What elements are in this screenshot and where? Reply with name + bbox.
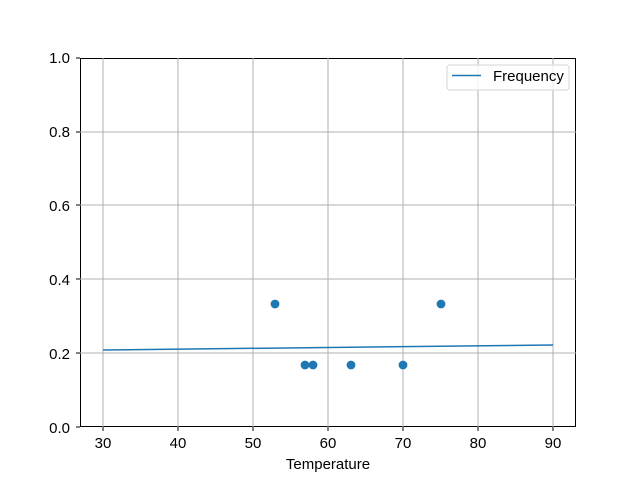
svg-text:70: 70 <box>395 435 412 452</box>
svg-text:0.0: 0.0 <box>49 420 70 437</box>
svg-text:30: 30 <box>95 435 112 452</box>
svg-text:Temperature: Temperature <box>286 456 370 473</box>
svg-text:Frequency: Frequency <box>493 68 564 85</box>
svg-text:0.6: 0.6 <box>49 198 70 215</box>
svg-text:0.4: 0.4 <box>49 272 70 289</box>
svg-text:50: 50 <box>245 435 262 452</box>
svg-text:0.2: 0.2 <box>49 346 70 363</box>
svg-text:60: 60 <box>320 435 337 452</box>
svg-text:90: 90 <box>545 435 562 452</box>
svg-text:80: 80 <box>470 435 487 452</box>
svg-text:0.8: 0.8 <box>49 124 70 141</box>
svg-text:40: 40 <box>170 435 187 452</box>
svg-text:1.0: 1.0 <box>49 50 70 67</box>
